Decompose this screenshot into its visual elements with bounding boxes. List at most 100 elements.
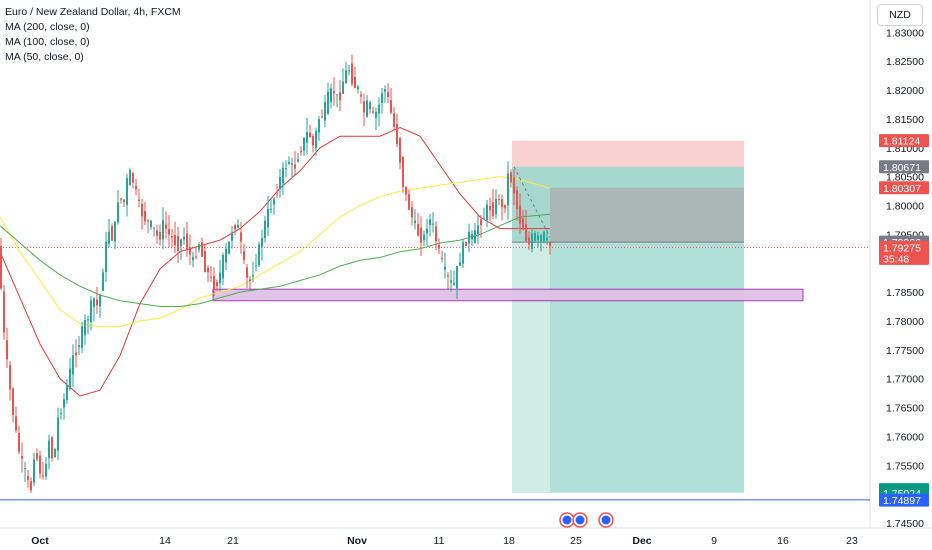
candle-body	[243, 251, 245, 261]
candle-body	[198, 244, 200, 250]
candle-body	[417, 223, 419, 236]
candle-body	[111, 225, 113, 241]
price-label: 1.80671	[879, 160, 929, 174]
candle-body	[378, 104, 380, 114]
candle-body	[237, 224, 239, 228]
candle-body	[45, 463, 47, 477]
candle-body	[525, 224, 527, 241]
x-tick-label: 25	[570, 535, 582, 547]
candle-body	[288, 161, 290, 164]
ma100-label[interactable]: MA (100, close, 0)	[5, 36, 90, 48]
candle-body	[324, 102, 326, 121]
candle-body	[423, 234, 425, 241]
price-label-text: 1.74897	[883, 495, 921, 507]
candle-body	[180, 239, 182, 247]
candle-body	[372, 111, 374, 113]
candle-body	[174, 235, 176, 246]
candle-body	[492, 201, 494, 217]
candle-body	[219, 272, 221, 284]
candle-body	[402, 156, 404, 188]
candle-body	[78, 345, 80, 347]
candle-body	[132, 172, 134, 183]
y-tick-label: 1.83000	[886, 27, 924, 39]
candle-body	[15, 416, 17, 431]
x-tick-label: 21	[227, 535, 239, 547]
candle-body	[546, 237, 548, 241]
candle-body	[228, 241, 230, 254]
candle-body	[183, 236, 185, 240]
candle-body	[336, 94, 338, 96]
candle-body	[360, 94, 362, 97]
candle-body	[60, 412, 62, 414]
candle-body	[192, 256, 194, 261]
candle-body	[438, 244, 440, 249]
candle-body	[393, 113, 395, 127]
y-tick-label: 1.74500	[886, 518, 924, 530]
candle-body	[381, 93, 383, 104]
candle-body	[345, 70, 347, 84]
candle-body	[30, 481, 32, 491]
candle-body	[255, 265, 257, 267]
price-label: 1.74897	[879, 493, 929, 507]
take-profit-zone-left	[512, 242, 550, 493]
candle-body	[75, 352, 77, 356]
candle-body	[339, 92, 341, 101]
candle-body	[414, 220, 416, 224]
candle-body	[357, 86, 359, 89]
candle-body	[270, 208, 272, 210]
candle-body	[3, 291, 5, 333]
candle-body	[246, 267, 248, 278]
symbol-title[interactable]: Euro / New Zealand Dollar, 4h, FXCM	[5, 6, 181, 18]
candle-body	[483, 217, 485, 219]
candle-body	[54, 449, 56, 458]
candle-body	[537, 235, 539, 240]
candle-body	[306, 132, 308, 143]
candle-body	[252, 275, 254, 277]
candle-body	[411, 207, 413, 218]
y-tick-label: 1.77000	[886, 374, 924, 386]
candle-body	[114, 221, 116, 242]
currency-selector[interactable]: NZD	[877, 4, 923, 26]
candle-body	[279, 177, 281, 190]
candle-body	[225, 248, 227, 263]
candle-body	[384, 89, 386, 92]
candle-body	[489, 205, 491, 211]
candle-body	[516, 190, 518, 210]
x-tick-label: Nov	[347, 535, 367, 547]
candle-body	[6, 340, 8, 360]
candle-body	[348, 70, 350, 72]
price-label-bg	[879, 160, 929, 174]
candle-body	[249, 279, 251, 282]
candle-body	[156, 230, 158, 236]
candle-body	[213, 275, 215, 291]
candle-body	[123, 199, 125, 202]
candle-body	[522, 218, 524, 230]
candle-body	[501, 199, 503, 208]
ma50-label[interactable]: MA (50, close, 0)	[5, 51, 84, 63]
price-label: 1.80307	[879, 181, 929, 195]
candle-body	[549, 242, 551, 247]
candle-body	[519, 205, 521, 224]
candle-body	[216, 281, 218, 287]
candle-body	[9, 365, 11, 390]
candle-body	[450, 280, 452, 283]
ma200-label[interactable]: MA (200, close, 0)	[5, 21, 90, 33]
candle-body	[477, 225, 479, 235]
price-label-text: 1.79275	[883, 242, 921, 254]
price-label: 1.81124	[879, 134, 929, 148]
candle-body	[90, 300, 92, 323]
candle-body	[195, 256, 197, 258]
candle-body	[441, 258, 443, 260]
y-tick-label: 1.78000	[886, 316, 924, 328]
candle-body	[429, 219, 431, 225]
candle-body	[240, 232, 242, 242]
y-tick-label: 1.81500	[886, 114, 924, 126]
candle-body	[459, 262, 461, 266]
candle-body	[39, 455, 41, 474]
candle-body	[465, 241, 467, 246]
moving-average-line	[0, 127, 550, 397]
candle-body	[351, 63, 353, 85]
